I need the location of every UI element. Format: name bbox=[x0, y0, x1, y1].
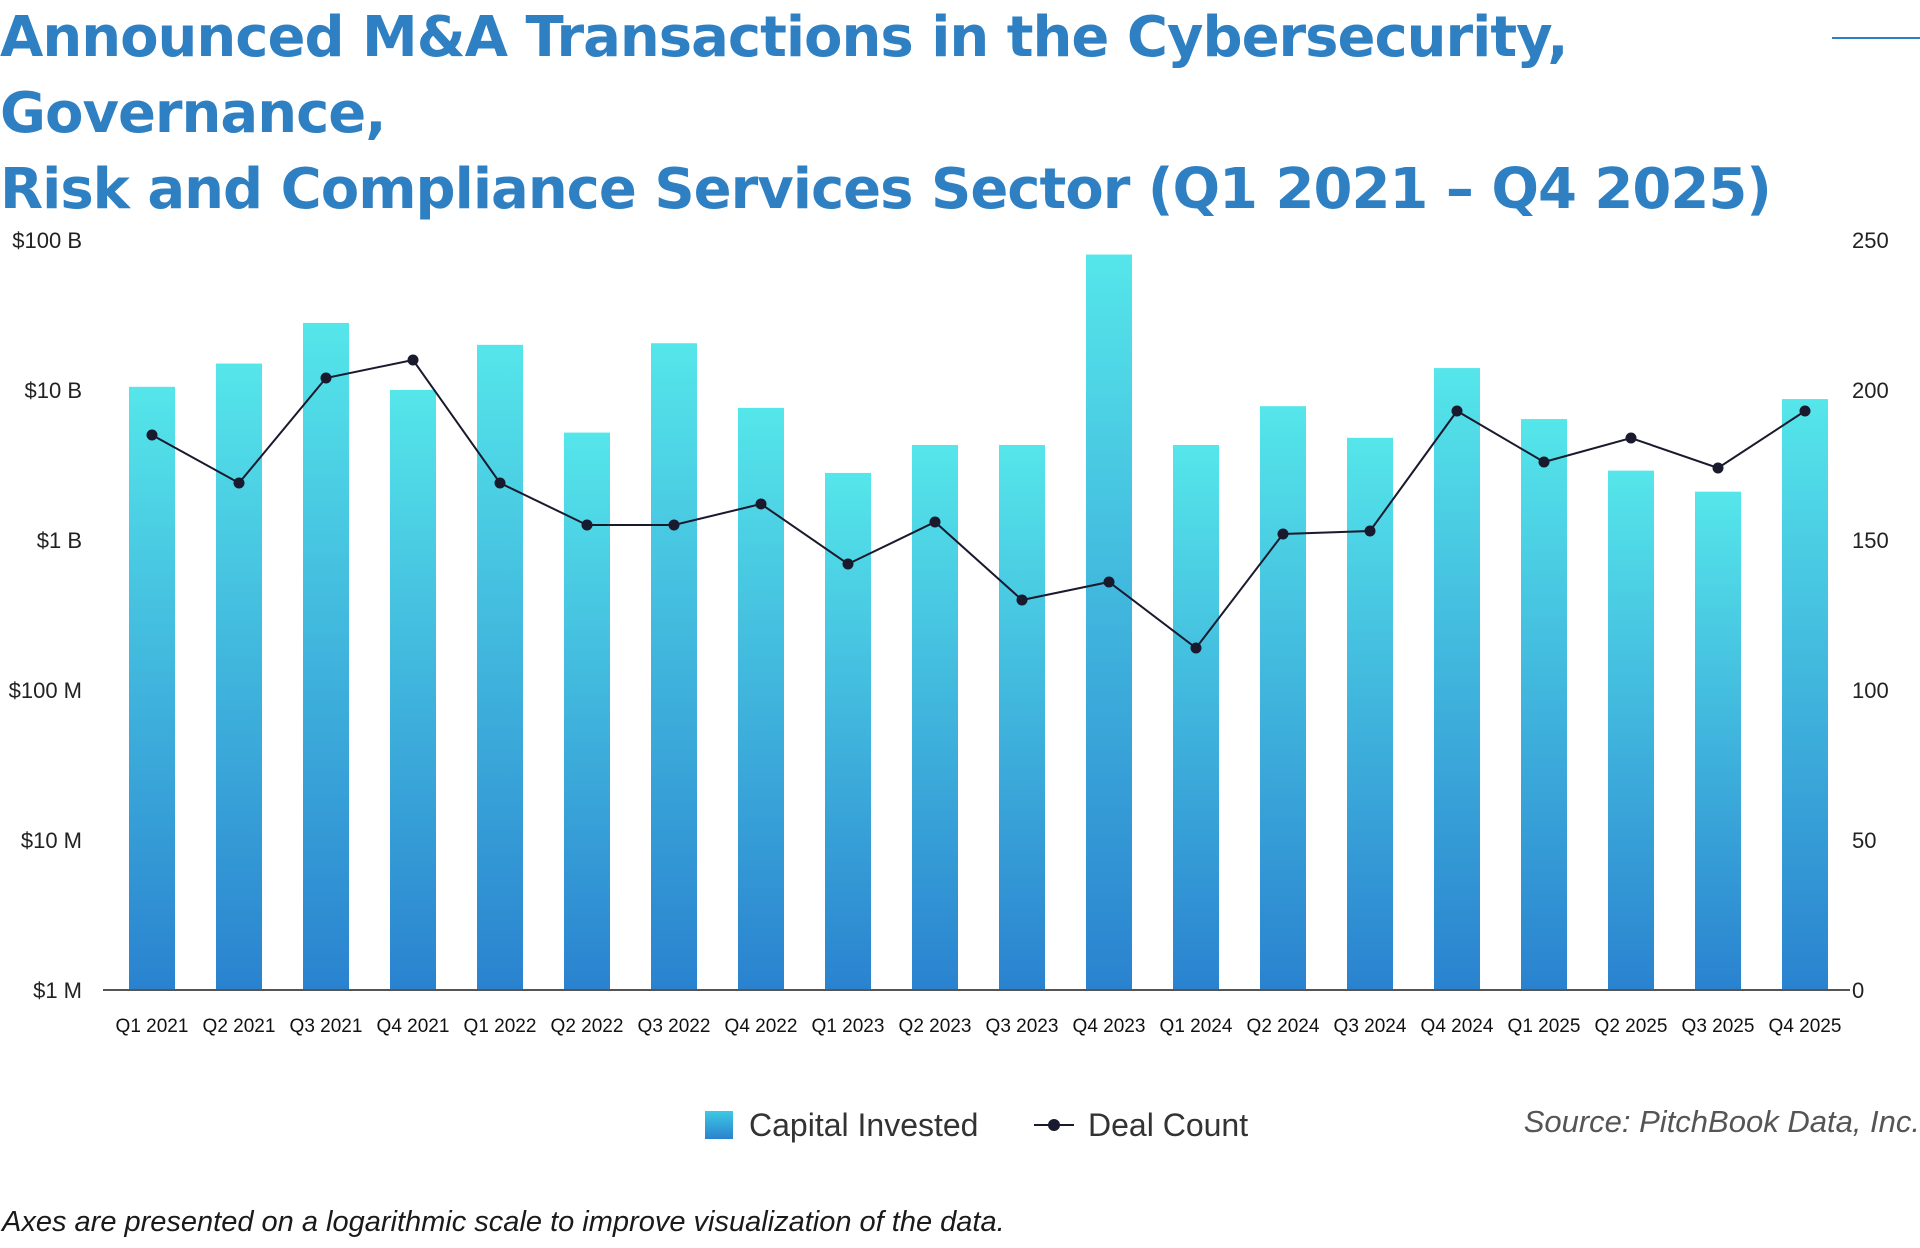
bar-q1-2023 bbox=[825, 472, 871, 991]
point-q2-2022 bbox=[581, 519, 593, 531]
right-tick-label: 50 bbox=[1852, 828, 1876, 853]
line-points-deal-count bbox=[146, 354, 1811, 654]
chart-title-line-2: Risk and Compliance Services Sector (Q1 … bbox=[0, 157, 1772, 222]
point-q3-2021 bbox=[320, 372, 332, 384]
bar-q2-2025 bbox=[1608, 470, 1654, 991]
left-tick-label: $1 B bbox=[37, 528, 82, 553]
right-tick-label: 250 bbox=[1852, 228, 1889, 253]
x-tick-label: Q4 2023 bbox=[1073, 1016, 1146, 1037]
title-rule-decoration bbox=[1832, 37, 1920, 39]
point-q2-2024 bbox=[1277, 528, 1289, 540]
x-tick-label: Q2 2024 bbox=[1247, 1016, 1320, 1037]
legend-item-deal-count: Deal Count bbox=[1034, 1100, 1248, 1150]
point-q4-2024 bbox=[1451, 405, 1463, 417]
right-tick-label: 0 bbox=[1852, 978, 1864, 1003]
x-tick-label: Q3 2021 bbox=[290, 1016, 363, 1037]
x-tick-label: Q4 2021 bbox=[377, 1016, 450, 1037]
point-q1-2024 bbox=[1190, 642, 1202, 654]
point-q2-2025 bbox=[1625, 432, 1637, 444]
point-q2-2023 bbox=[929, 516, 941, 528]
point-q4-2021 bbox=[407, 354, 419, 366]
point-q1-2022 bbox=[494, 477, 506, 489]
source-note: Source: PitchBook Data, Inc. bbox=[1523, 1104, 1920, 1139]
left-tick-label: $10 B bbox=[25, 378, 83, 403]
right-tick-label: 150 bbox=[1852, 528, 1889, 553]
point-q3-2025 bbox=[1712, 462, 1724, 474]
point-q3-2024 bbox=[1364, 525, 1376, 537]
point-q4-2025 bbox=[1799, 405, 1811, 417]
point-q4-2023 bbox=[1103, 576, 1115, 588]
bar-q1-2025 bbox=[1521, 419, 1567, 990]
point-q1-2025 bbox=[1538, 456, 1550, 468]
legend-bar-swatch bbox=[705, 1111, 733, 1139]
x-tick-label: Q4 2025 bbox=[1769, 1016, 1842, 1037]
bar-q4-2021 bbox=[390, 390, 436, 990]
x-tick-label: Q3 2023 bbox=[986, 1016, 1059, 1037]
bar-q2-2024 bbox=[1260, 406, 1306, 990]
x-tick-label: Q2 2022 bbox=[551, 1016, 624, 1037]
legend-item-capital-invested: Capital Invested bbox=[705, 1100, 978, 1150]
x-tick-label: Q1 2024 bbox=[1160, 1016, 1233, 1037]
bar-q3-2022 bbox=[651, 343, 697, 990]
left-tick-label: $10 M bbox=[21, 828, 82, 853]
line-series-deal-count bbox=[151, 358, 1806, 650]
bar-q4-2025 bbox=[1782, 399, 1828, 990]
x-tick-label: Q4 2024 bbox=[1421, 1016, 1494, 1037]
point-q1-2021 bbox=[146, 429, 158, 441]
x-tick-label: Q4 2022 bbox=[725, 1016, 798, 1037]
x-axis-ticks: Q1 2021 Q2 2021 Q3 2021 Q4 2021 Q1 2022 Q2 20… bbox=[116, 1016, 1842, 1037]
bar-q3-2023 bbox=[999, 444, 1045, 990]
left-tick-label: $1 M bbox=[33, 978, 82, 1003]
x-tick-label: Q3 2025 bbox=[1682, 1016, 1755, 1037]
x-tick-label: Q3 2022 bbox=[638, 1016, 711, 1037]
bar-q4-2024 bbox=[1434, 368, 1480, 990]
right-axis-ticks: 0 50 100 150 200 250 bbox=[1852, 228, 1889, 1003]
bar-q3-2025 bbox=[1695, 491, 1741, 990]
right-tick-label: 200 bbox=[1852, 378, 1889, 403]
point-q4-2022 bbox=[755, 498, 767, 510]
bar-q1-2024 bbox=[1173, 444, 1219, 990]
point-q3-2023 bbox=[1016, 594, 1028, 606]
x-tick-label: Q1 2022 bbox=[464, 1016, 537, 1037]
bar-q3-2021 bbox=[303, 322, 349, 991]
legend-label-deal-count: Deal Count bbox=[1088, 1106, 1249, 1143]
legend-label-capital-invested: Capital Invested bbox=[749, 1106, 979, 1143]
bar-q1-2022 bbox=[477, 344, 523, 990]
x-tick-label: Q1 2023 bbox=[812, 1016, 885, 1037]
left-tick-label: $100 M bbox=[9, 678, 82, 703]
bar-q3-2024 bbox=[1347, 437, 1393, 990]
x-tick-label: Q2 2021 bbox=[203, 1016, 276, 1037]
combo-chart: $1 M $10 M $100 M $1 B $10 B $100 B 0 50 100 150… bbox=[9, 228, 1889, 1037]
bar-q4-2022 bbox=[738, 407, 784, 991]
x-tick-label: Q3 2024 bbox=[1334, 1016, 1407, 1037]
legend-line-swatch bbox=[1034, 1119, 1074, 1131]
bar-q4-2023 bbox=[1086, 254, 1132, 990]
x-tick-label: Q2 2023 bbox=[899, 1016, 972, 1037]
bar-series-capital-invested bbox=[129, 254, 1828, 991]
footnote: Axes are presented on a logarithmic scal… bbox=[2, 1206, 1005, 1238]
point-q2-2021 bbox=[233, 477, 245, 489]
bar-q2-2021 bbox=[216, 363, 262, 990]
point-q1-2023 bbox=[842, 558, 854, 570]
right-tick-label: 100 bbox=[1852, 678, 1889, 703]
chart-title: Announced M&A Transactions in the Cybers… bbox=[0, 0, 1820, 228]
x-tick-label: Q2 2025 bbox=[1595, 1016, 1668, 1037]
chart-title-line-1: Announced M&A Transactions in the Cybers… bbox=[0, 5, 1569, 146]
x-tick-label: Q1 2025 bbox=[1508, 1016, 1581, 1037]
left-axis-ticks: $1 M $10 M $100 M $1 B $10 B $100 B bbox=[9, 228, 82, 1003]
x-tick-label: Q1 2021 bbox=[116, 1016, 189, 1037]
bar-q1-2021 bbox=[129, 386, 175, 990]
point-q3-2022 bbox=[668, 519, 680, 531]
left-tick-label: $100 B bbox=[12, 228, 82, 253]
